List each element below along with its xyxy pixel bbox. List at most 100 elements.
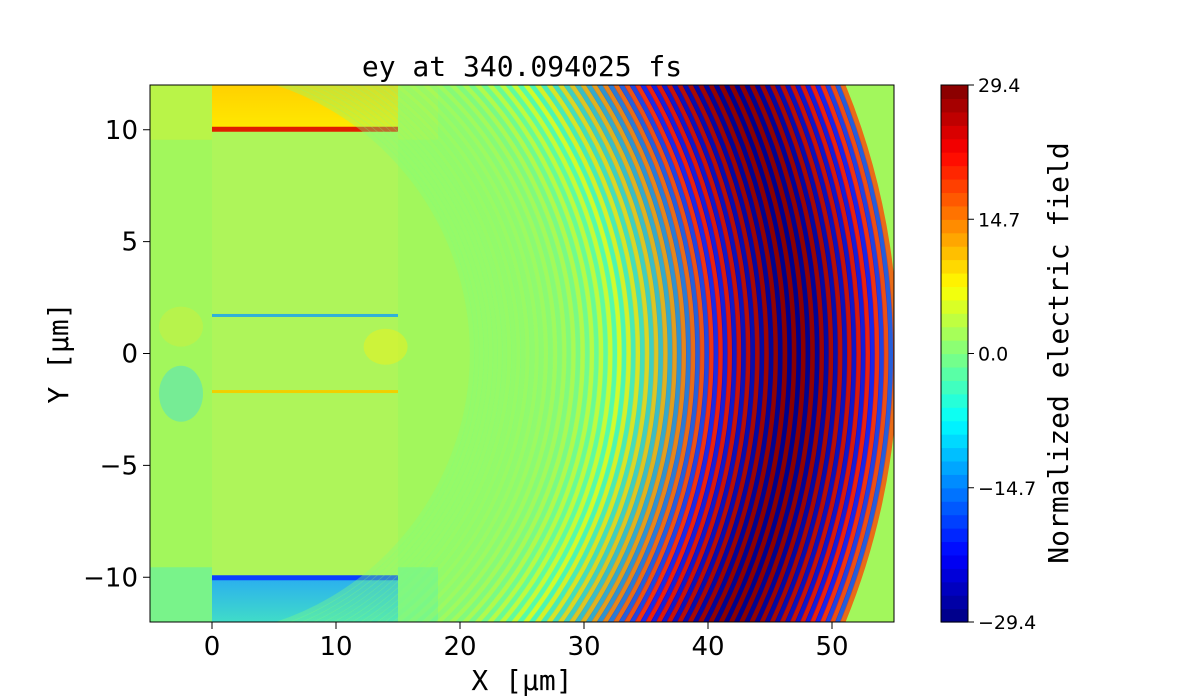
x-tick-label: 20 xyxy=(443,632,476,662)
wave-front xyxy=(697,85,770,622)
wave-front xyxy=(687,85,761,622)
wave-front xyxy=(551,85,646,622)
channel-lower-edge xyxy=(212,390,398,394)
block-bottom-edge xyxy=(212,575,398,581)
wave-front xyxy=(645,85,724,622)
colorbar-level xyxy=(941,460,968,475)
upper-left-glow xyxy=(150,85,212,140)
colorbar-level xyxy=(941,178,968,194)
wave-front xyxy=(809,85,871,622)
colorbar-level xyxy=(941,299,968,314)
wave-front xyxy=(819,85,880,622)
colorbar-label: Normalized electric field xyxy=(1042,142,1075,563)
wave-front xyxy=(734,85,802,622)
x-tick-label: 0 xyxy=(204,632,221,662)
colorbar-level xyxy=(941,554,968,569)
wave-front xyxy=(713,85,784,622)
colorbar-level xyxy=(941,259,968,274)
wave-front xyxy=(794,85,857,622)
colorbar-level xyxy=(941,85,968,100)
wave-front xyxy=(789,85,853,622)
channel-upper-edge xyxy=(212,313,398,317)
x-tick-label: 30 xyxy=(567,632,600,662)
x-axis-ticks: 0 10 20 30 40 50 xyxy=(204,622,849,662)
wave-front xyxy=(829,85,889,622)
wave-front xyxy=(682,85,756,622)
heatmap-plot-area xyxy=(150,85,894,622)
wave-front xyxy=(655,85,733,622)
colorbar-level xyxy=(941,595,968,610)
wave-front xyxy=(428,85,554,622)
wave-front xyxy=(368,85,517,622)
colorbar-level xyxy=(941,407,968,422)
wave-front xyxy=(618,85,701,622)
colorbar-tick-label: −14.7 xyxy=(978,478,1036,500)
colorbar-level xyxy=(941,152,968,167)
lower-field-band xyxy=(212,577,398,622)
wave-front xyxy=(804,85,867,622)
wave-front xyxy=(774,85,839,622)
wave-front xyxy=(579,85,669,622)
wave-front xyxy=(351,85,508,622)
wave-front xyxy=(480,85,590,622)
wave-front xyxy=(612,85,696,622)
wave-front xyxy=(384,85,526,622)
colorbar-level xyxy=(941,568,968,583)
wave-front xyxy=(779,85,843,622)
wave-front xyxy=(534,85,632,622)
wave-front xyxy=(545,85,641,622)
y-tick-label: 0 xyxy=(121,340,138,370)
chart-title: ey at 340.094025 fs xyxy=(362,50,682,83)
wave-front xyxy=(759,85,825,622)
x-tick-label: 40 xyxy=(691,632,724,662)
colorbar xyxy=(941,85,968,623)
wave-front xyxy=(718,85,788,622)
wave-front xyxy=(650,85,728,622)
y-tick-label: 5 xyxy=(121,228,138,258)
wave-front xyxy=(301,85,485,622)
wave-front xyxy=(288,85,480,622)
wave-front xyxy=(342,85,503,622)
left-bump xyxy=(159,306,203,347)
colorbar-level xyxy=(941,380,968,395)
wave-front xyxy=(574,85,664,622)
wave-front xyxy=(728,85,798,622)
colorbar-level xyxy=(941,219,968,234)
wave-front xyxy=(661,85,738,622)
wave-front xyxy=(814,85,876,622)
wave-front xyxy=(407,85,540,622)
colorbar-level xyxy=(941,581,968,596)
wave-front xyxy=(454,85,572,622)
wave-front xyxy=(568,85,659,622)
colorbar-level xyxy=(941,272,968,287)
y-axis-ticks: 10 5 0 −5 −10 xyxy=(83,116,150,593)
wave-front xyxy=(275,85,476,622)
wave-front xyxy=(522,85,623,622)
colorbar-level xyxy=(941,286,968,301)
wave-front xyxy=(467,85,581,622)
colorbar-level xyxy=(941,393,968,408)
x-tick-label: 10 xyxy=(319,632,352,662)
wave-fronts xyxy=(275,85,894,622)
wave-front xyxy=(516,85,618,622)
wave-front xyxy=(498,85,604,622)
wave-front xyxy=(585,85,673,622)
upper-right-glow xyxy=(398,85,438,140)
wave-front xyxy=(591,85,678,622)
colorbar-level xyxy=(941,420,968,435)
colorbar-tick-label: −29.4 xyxy=(978,612,1036,634)
wave-front xyxy=(764,85,830,622)
wave-front xyxy=(421,85,549,622)
wave-front xyxy=(360,85,512,622)
wave-front xyxy=(474,85,586,622)
colorbar-level xyxy=(941,353,968,368)
wave-front xyxy=(677,85,751,622)
wave-front xyxy=(749,85,816,622)
wave-front xyxy=(666,85,742,622)
wave-front xyxy=(739,85,807,622)
colorbar-level xyxy=(941,340,968,355)
wave-front xyxy=(723,85,793,622)
x-axis-label: X [μm] xyxy=(471,664,572,697)
colorbar-level xyxy=(941,192,968,207)
